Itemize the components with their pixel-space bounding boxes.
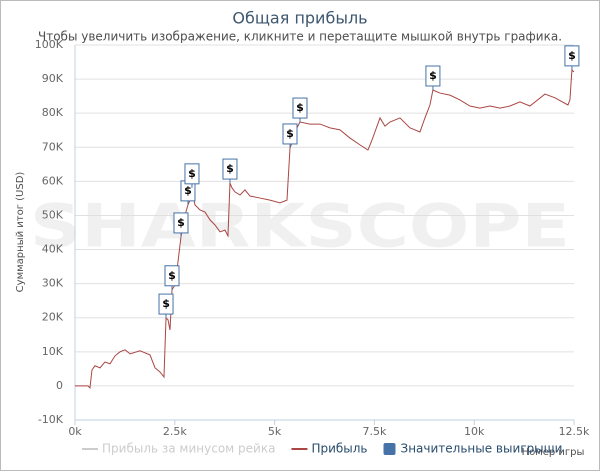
legend-swatch <box>383 443 396 455</box>
flag-label: $ <box>177 216 185 229</box>
y-tick-label: 100K <box>35 38 64 51</box>
chart-title: Общая прибыль <box>232 9 367 28</box>
y-tick-label: 90K <box>42 72 64 85</box>
flag-box <box>184 163 200 185</box>
y-tick-label: 40K <box>42 243 64 256</box>
y-tick-label: 70K <box>42 140 64 153</box>
y-tick-label: -10K <box>38 413 64 426</box>
flag-label: $ <box>568 49 576 62</box>
x-axis-title: Номер игры <box>522 447 585 458</box>
x-tick-label: 5k <box>268 425 282 438</box>
x-tick-label: 7.5k <box>362 425 386 438</box>
y-axis-title: Суммарный итог (USD) <box>15 172 26 293</box>
y-tick-label: 30K <box>42 277 64 290</box>
significant-win-flag: $ <box>564 45 580 70</box>
x-tick-label: 12.5k <box>559 425 590 438</box>
x-tick-label: 0k <box>68 425 82 438</box>
significant-win-flag: $ <box>180 180 196 205</box>
significant-win-flag: $ <box>425 65 441 90</box>
flag-label: $ <box>168 269 176 282</box>
flag-box <box>158 293 174 315</box>
flag-box <box>425 65 441 87</box>
flag-label: $ <box>162 297 170 310</box>
watermark: SHARKSCOPE <box>30 192 570 262</box>
flag-label: $ <box>188 167 196 180</box>
y-tick-label: 80K <box>42 106 64 119</box>
significant-win-flag: $ <box>222 158 238 184</box>
significant-win-flag: $ <box>282 123 298 148</box>
flag-box <box>282 123 298 145</box>
significant-win-flag: $ <box>173 212 189 237</box>
y-tick-label: 10K <box>42 345 64 358</box>
significant-win-flag: $ <box>292 97 308 123</box>
flag-label: $ <box>296 101 304 114</box>
y-tick-label: 50K <box>42 208 64 221</box>
flag-label: $ <box>184 184 192 197</box>
chart-subtitle: Чтобы увеличить изображение, кликните и … <box>38 30 562 44</box>
flag-label: $ <box>429 69 437 82</box>
y-tick-label: 0 <box>56 379 63 392</box>
legend-label[interactable]: Прибыль <box>311 442 367 456</box>
y-tick-label: 60K <box>42 174 64 187</box>
flag-box <box>173 212 189 234</box>
x-tick-label: 10k <box>464 425 485 438</box>
profit-line <box>75 68 575 390</box>
significant-win-flag: $ <box>184 163 200 188</box>
flag-box <box>292 97 308 119</box>
flag-box <box>222 158 238 180</box>
flag-box <box>164 265 180 287</box>
legend-label[interactable]: Прибыль за минусом рейка <box>102 442 275 456</box>
flag-box <box>564 45 580 67</box>
significant-win-flag: $ <box>164 265 180 290</box>
significant-win-flag: $ <box>158 293 174 319</box>
y-tick-label: 20K <box>42 311 64 324</box>
legend-label[interactable]: Значительные выигрыши <box>401 442 563 456</box>
x-tick-label: 2.5k <box>163 425 187 438</box>
flag-label: $ <box>286 127 294 140</box>
flag-label: $ <box>226 162 234 175</box>
